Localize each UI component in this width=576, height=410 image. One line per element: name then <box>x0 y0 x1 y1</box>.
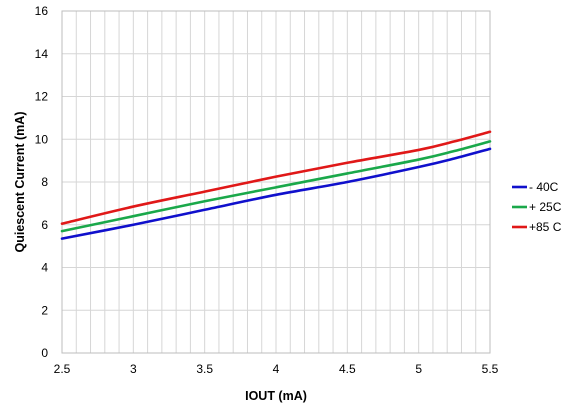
plot-border <box>61 10 491 354</box>
y-axis-title: Quiescent Current (mA) <box>13 112 27 253</box>
y-tick-label: 14 <box>35 47 49 61</box>
y-tick-label: 0 <box>41 346 48 360</box>
series-line-40c <box>60 147 492 240</box>
y-tick-label: 4 <box>41 261 48 275</box>
legend-label: + 25C <box>529 200 562 214</box>
y-tick-label: 16 <box>35 4 49 18</box>
series-lines <box>60 130 492 240</box>
y-tick-label: 8 <box>41 175 48 189</box>
y-tick-label: 2 <box>41 303 48 317</box>
x-tick-label: 3 <box>130 362 137 376</box>
x-tick-label: 4 <box>273 362 280 376</box>
legend-label: - 40C <box>529 180 559 194</box>
x-tick-label: 4.5 <box>339 362 356 376</box>
y-tick-label: 6 <box>41 218 48 232</box>
x-tick-label: 3.5 <box>196 362 213 376</box>
x-tick-label: 5 <box>415 362 422 376</box>
x-tick-label: 5.5 <box>482 362 499 376</box>
x-tick-label: 2.5 <box>54 362 71 376</box>
y-tick-label: 12 <box>35 90 49 104</box>
grid <box>61 10 491 354</box>
y-tick-label: 10 <box>35 132 49 146</box>
y-tick-labels: 0 2 4 6 8 10 12 14 16 <box>35 4 49 360</box>
x-axis-title: IOUT (mA) <box>245 389 307 403</box>
series-line-85-c <box>60 130 492 225</box>
legend: - 40C + 25C +85 C <box>512 180 562 234</box>
legend-label: +85 C <box>529 220 562 234</box>
series-line-25c <box>60 140 492 233</box>
x-tick-labels: 2.5 3 3.5 4 4.5 5 5.5 <box>54 362 499 376</box>
